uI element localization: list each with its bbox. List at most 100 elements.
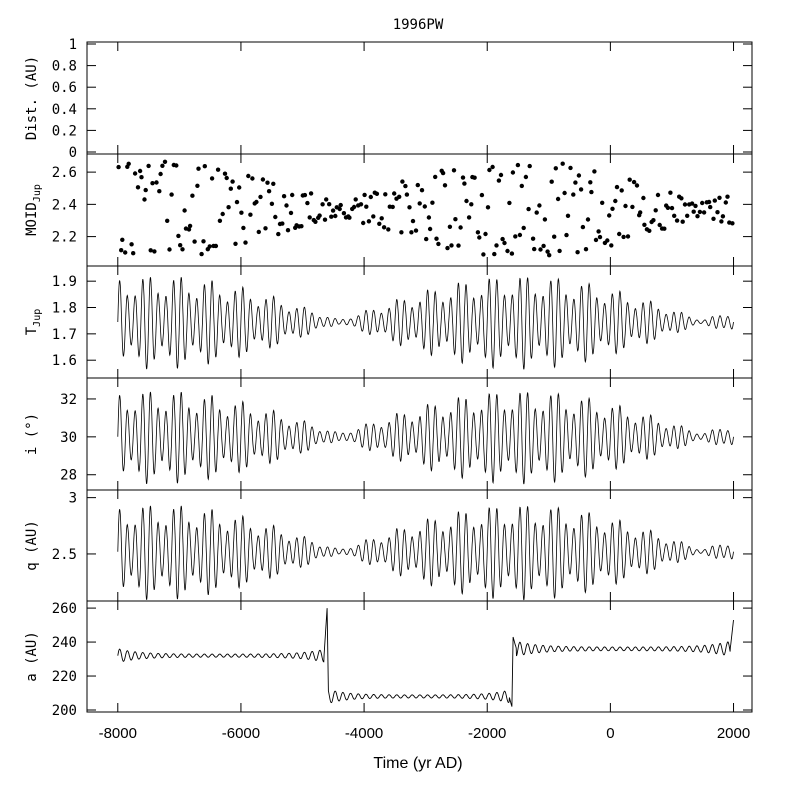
data-point [619,188,624,193]
panel-incl: 28 30 32 i (°) [24,377,753,491]
data-point [685,213,690,218]
data-point [593,237,599,243]
data-point [542,217,548,222]
data-point [403,183,408,189]
data-point [573,180,578,185]
data-point [320,202,325,207]
data-point [725,194,730,199]
data-point [364,204,369,209]
data-point [700,200,705,206]
data-point [440,170,446,176]
data-point [273,214,278,220]
data-point [142,197,147,202]
data-point [407,205,412,210]
x-axis: -8000 -6000 -4000 -2000 0 2000 [99,725,751,742]
data-point [500,236,505,242]
data-point [609,243,614,248]
data-point [269,201,275,206]
data-point [338,202,343,208]
data-point [610,206,615,211]
data-point [701,210,707,215]
data-point [307,215,312,220]
data-point [337,206,342,212]
data-point [502,240,507,246]
data-point [148,248,153,253]
data-point [361,220,366,226]
data-point [720,214,726,219]
data-point [668,190,673,195]
data-point [190,193,195,198]
data-point [333,213,338,219]
data-point [424,236,429,242]
data-point [409,230,414,235]
data-point [207,244,212,249]
data-point [131,251,136,256]
data-point [427,226,433,232]
data-point [460,175,466,180]
panel-moid: 2.2 2.4 2.6 MOIDJup [24,153,753,267]
data-point [116,164,121,170]
y-tick-label-dist: 0.8 [52,59,77,75]
y-axis-label-a: a (AU) [24,631,40,682]
data-point [305,200,310,206]
data-point [697,209,703,215]
data-point [265,180,270,185]
data-point [613,198,618,204]
data-point [217,218,223,223]
data-point [266,189,272,194]
data-point [246,173,251,179]
x-tick-label: -4000 [345,725,383,742]
data-point [288,210,294,216]
data-point [442,183,448,188]
data-point [717,195,722,200]
data-point [209,176,215,181]
data-point [483,231,488,237]
data-point [560,161,565,166]
data-point [413,228,419,233]
data-point [260,177,266,182]
data-point [351,204,357,210]
data-point [353,197,358,202]
data-point [374,191,380,196]
data-point [178,243,183,248]
data-point [549,179,554,184]
data-point [515,162,521,168]
data-point [139,175,144,180]
data-point [169,192,174,197]
data-point [532,246,537,252]
data-point [596,229,601,234]
data-point [708,204,713,210]
panel-frame-moid [86,153,753,267]
data-point [451,168,457,173]
data-point [534,210,539,215]
x-tick-label: 0 [606,725,614,742]
data-point [271,181,276,186]
data-point [490,164,495,170]
data-point [711,216,716,221]
data-point [176,233,181,239]
y-tick-label-incl: 32 [60,392,77,408]
data-point [120,237,125,242]
y-tick-label-a: 260 [52,601,77,617]
data-point [392,191,397,196]
data-point [693,203,698,209]
series-moid [116,159,735,258]
data-point [366,219,372,224]
data-point [695,214,700,219]
panel-dist: 0 0.2 0.4 0.6 0.8 1 Dist. (AU) [24,37,753,161]
data-point [174,163,179,168]
data-point [642,222,647,227]
y-tick-label-a: 240 [52,635,77,651]
data-point [653,208,658,213]
data-point [494,243,499,248]
x-axis-label: Time (yr AD) [373,755,462,772]
data-point [723,200,728,205]
data-point [250,176,255,181]
data-point [436,241,441,247]
data-point [564,232,569,238]
data-point [578,187,584,192]
y-tick-label-dist: 1 [69,37,77,53]
data-point [719,219,724,224]
series-line-q [117,505,734,601]
data-point [537,203,542,208]
